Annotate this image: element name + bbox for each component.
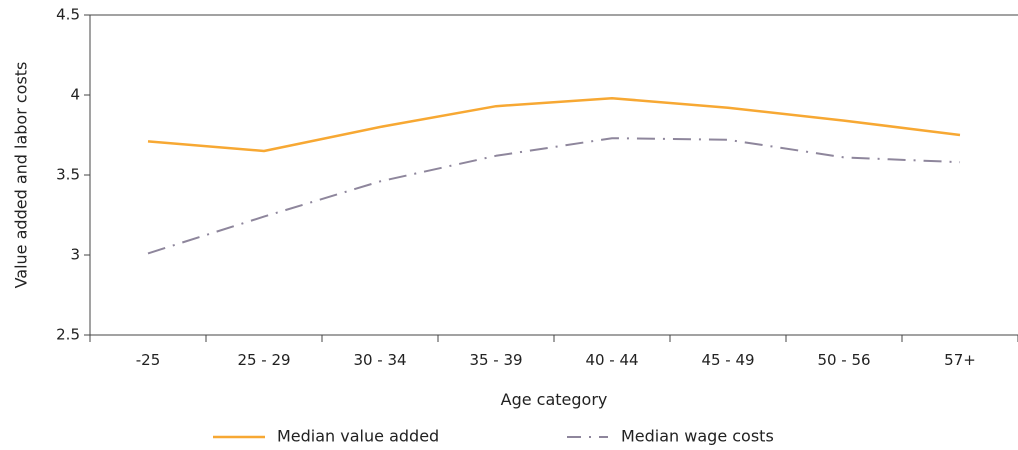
- y-tick-label: 4.5: [56, 6, 80, 24]
- series-layer: [147, 96, 961, 255]
- x-tick-label: 45 - 49: [701, 351, 754, 369]
- series-line-value-added: [147, 96, 961, 153]
- y-tick-label: 2.5: [56, 326, 80, 344]
- y-axis: 2.5 3 3.5 4 4.5: [56, 6, 90, 344]
- y-axis-title: Value added and labor costs: [12, 62, 31, 289]
- x-tick-label: 25 - 29: [237, 351, 290, 369]
- plot-frame: [89, 14, 1018, 336]
- x-axis-title: Age category: [501, 390, 608, 409]
- x-tick-label: 35 - 39: [469, 351, 522, 369]
- x-tick-label: 50 - 56: [817, 351, 870, 369]
- x-axis: -25 25 - 29 30 - 34 35 - 39 40 - 44 45 - 49 50…: [89, 335, 1018, 369]
- x-tick-label: 57+: [944, 351, 976, 369]
- x-tick-label: 40 - 44: [585, 351, 638, 369]
- y-tick-label: 3: [70, 246, 80, 264]
- y-tick-label: 3.5: [56, 166, 80, 184]
- legend-label: Median value added: [277, 427, 439, 446]
- x-tick-label: -25: [136, 351, 161, 369]
- x-tick-label: 30 - 34: [353, 351, 406, 369]
- legend-label: Median wage costs: [621, 427, 774, 446]
- legend: Median value added Median wage costs: [213, 427, 774, 446]
- series-line-wage-costs: [147, 137, 961, 255]
- y-tick-label: 4: [70, 86, 80, 104]
